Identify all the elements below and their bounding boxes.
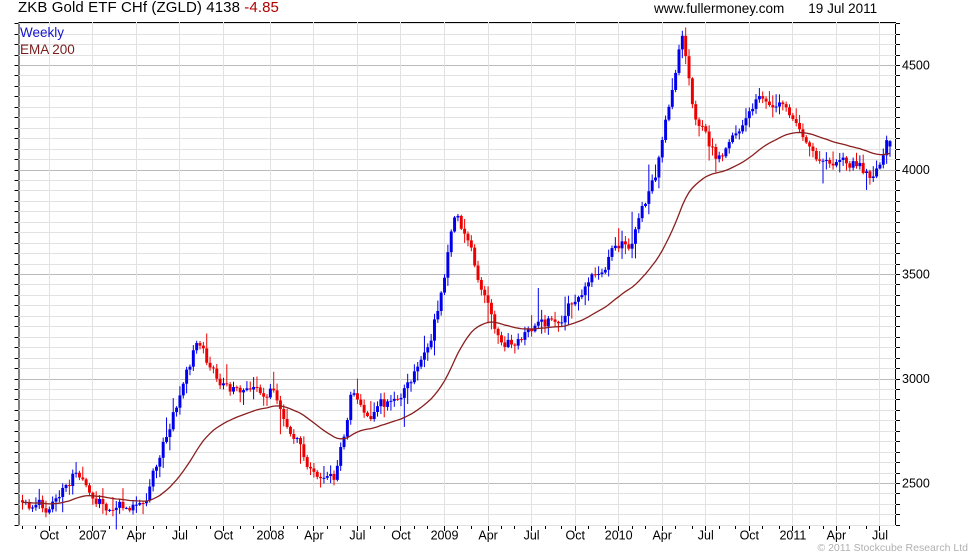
svg-text:4500: 4500: [902, 59, 930, 73]
svg-text:Oct: Oct: [740, 529, 760, 543]
svg-text:2007: 2007: [79, 529, 107, 543]
svg-text:2008: 2008: [256, 529, 284, 543]
svg-text:Apr: Apr: [478, 529, 497, 543]
svg-text:Apr: Apr: [652, 529, 671, 543]
svg-text:Jul: Jul: [872, 529, 888, 543]
svg-text:Apr: Apr: [127, 529, 146, 543]
svg-text:Oct: Oct: [214, 529, 234, 543]
svg-text:2009: 2009: [431, 529, 459, 543]
svg-text:Jul: Jul: [349, 529, 365, 543]
svg-text:Apr: Apr: [827, 529, 846, 543]
svg-text:2010: 2010: [605, 529, 633, 543]
svg-text:Oct: Oct: [391, 529, 411, 543]
svg-text:3500: 3500: [902, 268, 930, 282]
svg-text:3000: 3000: [902, 372, 930, 386]
svg-text:Oct: Oct: [40, 529, 60, 543]
svg-text:2011: 2011: [779, 529, 806, 543]
svg-text:Oct: Oct: [565, 529, 585, 543]
svg-text:4000: 4000: [902, 163, 930, 177]
svg-text:Apr: Apr: [304, 529, 323, 543]
svg-text:2500: 2500: [902, 477, 930, 491]
svg-text:Jul: Jul: [698, 529, 714, 543]
svg-text:Jul: Jul: [172, 529, 188, 543]
svg-text:Jul: Jul: [524, 529, 540, 543]
